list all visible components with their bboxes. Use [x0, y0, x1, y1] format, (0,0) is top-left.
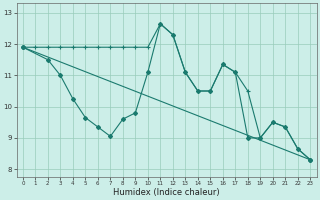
X-axis label: Humidex (Indice chaleur): Humidex (Indice chaleur) [113, 188, 220, 197]
